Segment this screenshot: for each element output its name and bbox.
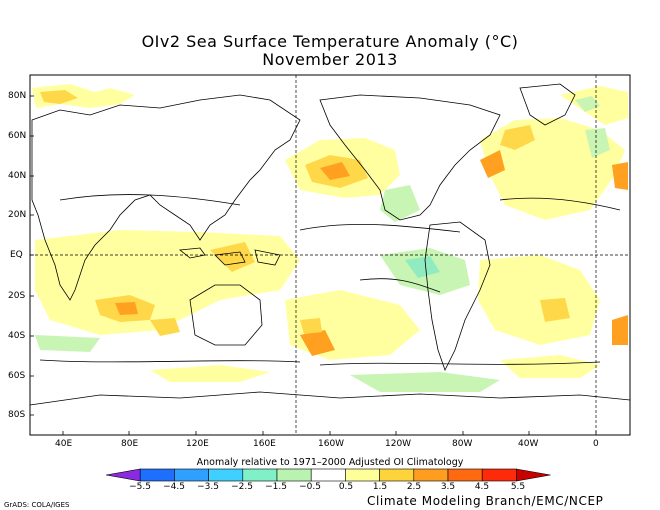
map-subtitle: November 2013 [262,50,398,69]
anomaly-patch [300,318,322,334]
lat-label: 80S [8,410,26,420]
lon-ticks [62,431,597,435]
anomaly-fill-layer [32,84,628,392]
colorbar-swatch [413,468,449,482]
lat-label: 20N [8,210,27,220]
contour [499,197,621,211]
lon-label: 160W [318,439,345,449]
anomaly-patch [40,90,78,104]
lon-label: 80W [452,439,473,449]
coastline [29,391,631,406]
colorbar-tick-label: −5.5 [129,482,151,492]
colorbar-swatch [345,468,380,482]
anomaly-patch [350,372,500,392]
colorbar-tick-label: −3.5 [197,482,219,492]
coastline [254,249,281,266]
coastline [519,83,576,126]
anomaly-patch [500,355,600,378]
map-title: OIv2 Sea Surface Temperature Anomaly (°C… [141,32,519,51]
anomaly-patch [380,185,420,222]
colorbar-tick-label: −4.5 [163,482,185,492]
lat-label: 60S [8,371,26,381]
credit-text: Climate Modeling Branch/EMC/NCEP [367,494,604,508]
lat-ticks [30,95,34,416]
anomaly-patch [540,298,570,322]
colorbar-swatch [447,468,483,482]
coastline [214,251,246,266]
lon-label: 0 [593,439,599,449]
anomaly-patch [480,150,505,178]
contour [299,223,461,233]
colorbar-swatch [276,468,312,482]
anomaly-patch [150,365,270,382]
anomaly-patch [612,162,628,190]
colorbar-swatch [174,468,209,482]
lon-label: 160E [253,439,276,449]
colorbar-tick-label: −2.5 [231,482,253,492]
colorbar-caption: Anomaly relative to 1971–2000 Adjusted O… [196,457,464,468]
colorbar-tick-label: 4.5 [474,482,490,492]
lon-label: 120W [385,439,412,449]
colorbar-swatch [242,468,278,482]
contour [39,359,301,363]
colorbar-tick-label: 5.5 [510,482,526,492]
coastline [31,94,301,301]
colorbar-swatch [481,468,517,482]
colorbar-tick-label: −0.5 [299,482,321,492]
anomaly-patch [500,125,535,150]
lat-label: 40S [8,331,26,341]
colorbar-swatch [208,468,244,482]
anomaly-patch [585,128,610,158]
contour [359,278,441,293]
anomaly-patch [405,256,440,278]
lat-label: EQ [10,250,23,260]
anomaly-patch [210,242,255,272]
lon-label: 120E [186,439,209,449]
colorbar-tick-label: 1.5 [372,482,388,492]
anomaly-patch [35,335,100,352]
coastline [189,284,263,346]
anomaly-patch [478,255,600,345]
lon-label: 40E [55,439,73,449]
contour [59,194,241,206]
colorbar [105,468,551,482]
colorbar-swatch [139,468,175,482]
lon-label: 40W [518,439,539,449]
grads-credit: GrADS: COLA/IGES [4,501,70,509]
colorbar-tick-label: 2.5 [406,482,422,492]
coastline-layer [29,83,631,406]
coastline [424,221,491,372]
lat-label: 20S [8,291,26,301]
anomaly-patch [320,162,350,180]
anomaly-patch [300,330,335,356]
colorbar-swatch [379,468,415,482]
colorbar-tick-label: 3.5 [440,482,456,492]
anomaly-patch [612,315,628,345]
anomaly-patch [115,302,138,315]
colorbar-swatch [310,468,346,482]
colorbar-swatch [516,468,551,482]
colorbar-tick-label: 0.5 [338,482,354,492]
colorbar-tick-label: −1.5 [265,482,287,492]
lat-label: 60N [8,131,27,141]
colorbar-swatch [105,468,141,482]
lon-label: 80E [121,439,139,449]
coastline [319,94,501,221]
anomaly-patch [575,96,600,112]
lat-label: 40N [8,171,27,181]
lat-label: 80N [8,91,27,101]
anomaly-patch [150,318,180,336]
contour [319,361,601,366]
